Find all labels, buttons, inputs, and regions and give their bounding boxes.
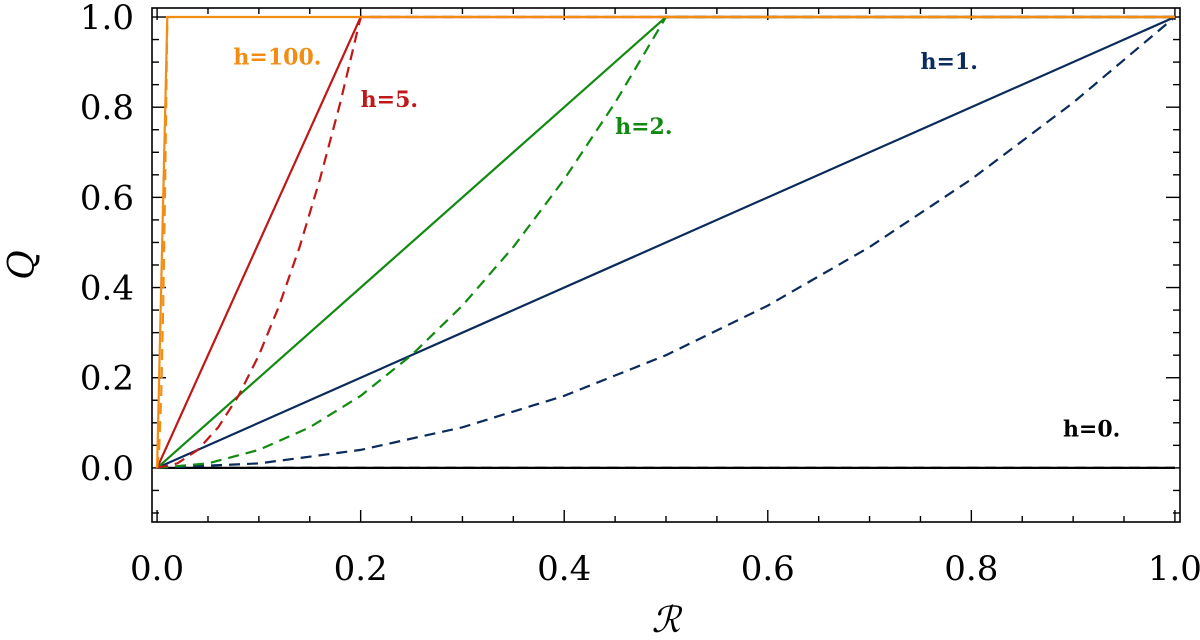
x-tick-label: 0.8: [944, 549, 998, 589]
series-label-h1: h=1.: [920, 49, 977, 75]
series-h1-dashed-line: [157, 16, 1176, 469]
y-axis-label: Q: [2, 250, 43, 280]
series-h100-dashed-line: [156, 16, 169, 469]
series-h100-solid-line: [156, 15, 1175, 468]
series-h5-dashed-line: [156, 15, 1175, 469]
x-axis-label: ℛ: [652, 600, 683, 640]
series-label-h100: h=100.: [233, 44, 321, 70]
x-tick-label: 0.2: [334, 549, 388, 589]
series-labels: h=0. h=1. h=2. h=5. h=100.: [233, 44, 1120, 442]
plot-border: [151, 7, 1181, 523]
series-h1-solid-line: [156, 15, 1176, 469]
axis-ticks: [152, 8, 1180, 522]
series-label-h0: h=0.: [1063, 416, 1120, 442]
y-tick-label: 0.6: [80, 178, 134, 218]
series-label-h5: h=5.: [361, 87, 418, 113]
x-tick-label: 0.6: [741, 549, 795, 589]
x-tick-label: 1.0: [1148, 549, 1200, 589]
tick-labels: 0.0 0.2 0.4 0.6 0.8 1.0 0.0 0.2 0.4 0.6 0.8 1.0: [80, 0, 1200, 589]
x-tick-label: 0.0: [130, 549, 184, 589]
series-label-h2: h=2.: [615, 114, 672, 140]
y-tick-label: 1.0: [80, 0, 134, 38]
series-layer: [156, 15, 1176, 469]
x-tick-label: 0.4: [537, 549, 591, 589]
plot-frame: [151, 7, 1181, 523]
y-tick-label: 0.2: [80, 359, 134, 399]
series-h2-dashed-line: [157, 15, 1175, 469]
y-tick-label: 0.8: [80, 88, 134, 128]
y-tick-label: 0.4: [80, 269, 134, 309]
y-tick-label: 0.0: [80, 449, 134, 489]
